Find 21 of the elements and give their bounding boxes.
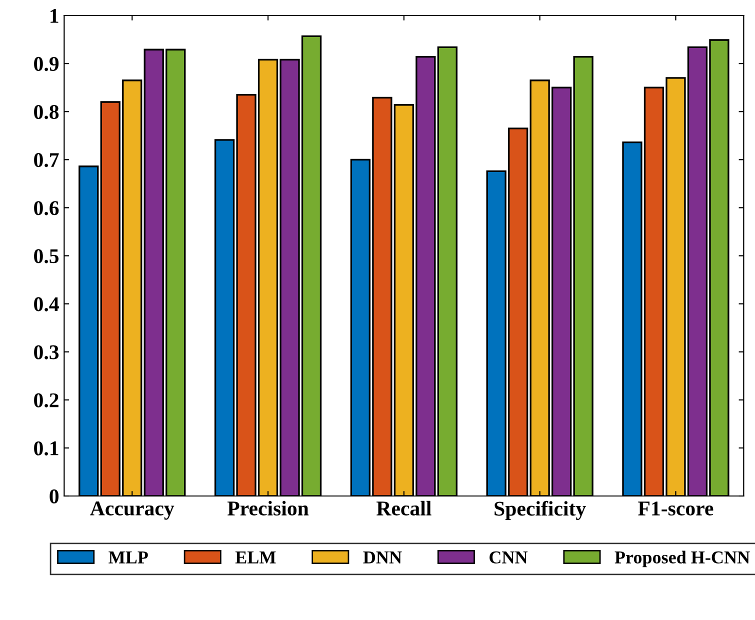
x-tick-label: F1-score xyxy=(638,502,714,516)
x-tick-label: Precision xyxy=(227,500,309,516)
legend-label: Proposed H-CNN xyxy=(614,550,750,568)
x-tick-label: Recall xyxy=(376,500,432,516)
y-tick-label: 0 xyxy=(50,489,59,504)
x-tick-label: Accuracy xyxy=(90,502,174,520)
y-tick-label: 1 xyxy=(50,8,58,23)
y-tick-label: 0.1 xyxy=(34,441,58,456)
y-tick-label: 0.7 xyxy=(34,153,59,168)
x-tick-label: Specificity xyxy=(494,500,586,520)
legend-label: ELM xyxy=(235,552,276,564)
y-tick-label: 0.2 xyxy=(34,393,58,408)
y-tick-label: 0.6 xyxy=(34,201,59,216)
y-tick-label: 0.9 xyxy=(34,56,59,72)
legend-label: MLP xyxy=(108,552,148,564)
y-tick-label: 0.3 xyxy=(34,345,59,360)
y-tick-label: 0.4 xyxy=(34,297,59,312)
legend-label: DNN xyxy=(363,552,402,564)
y-tick-label: 0.5 xyxy=(34,249,59,264)
legend-label: CNN xyxy=(490,551,528,564)
y-tick-label: 0.8 xyxy=(34,104,59,120)
